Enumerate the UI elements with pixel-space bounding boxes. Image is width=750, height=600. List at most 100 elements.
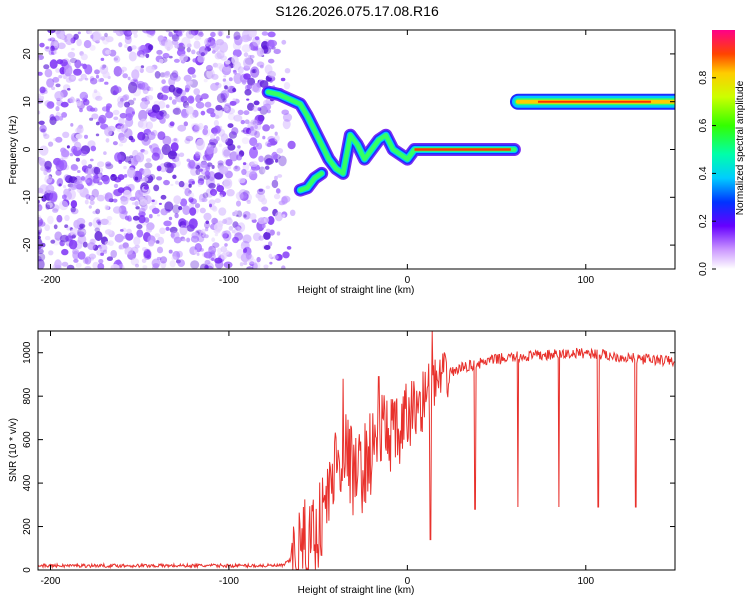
noise-speckle (189, 80, 193, 85)
noise-speckle (175, 180, 179, 185)
noise-speckle (233, 31, 241, 40)
noise-speckle (220, 133, 229, 143)
noise-speckle (102, 35, 110, 45)
noise-speckle (193, 249, 198, 254)
noise-speckle (267, 70, 277, 78)
noise-speckle (157, 131, 166, 141)
noise-speckle (89, 238, 96, 245)
noise-speckle (246, 84, 252, 90)
noise-speckle (201, 228, 206, 234)
noise-speckle (267, 31, 276, 38)
noise-speckle (232, 87, 237, 93)
noise-speckle (55, 83, 61, 88)
x-tick-label: -200 (40, 576, 60, 587)
colorbar-tick-label: 0.2 (698, 214, 709, 228)
noise-speckle (273, 48, 281, 55)
noise-speckle (59, 200, 69, 211)
noise-speckle (80, 63, 84, 67)
noise-speckle (118, 117, 125, 125)
noise-speckle (156, 176, 163, 181)
noise-speckle (148, 44, 154, 51)
noise-speckle (174, 43, 180, 49)
noise-speckle (190, 114, 195, 119)
noise-speckle (257, 107, 262, 111)
noise-speckle (123, 235, 127, 239)
noise-speckle (102, 70, 110, 79)
noise-speckle (179, 54, 188, 62)
noise-speckle (243, 73, 251, 80)
noise-speckle (54, 265, 62, 269)
noise-speckle (76, 125, 84, 134)
noise-speckle (142, 247, 148, 252)
noise-speckle (268, 58, 275, 64)
noise-speckle (174, 212, 179, 219)
noise-speckle (112, 206, 122, 214)
noise-speckle (242, 234, 252, 244)
noise-speckle (199, 248, 204, 252)
noise-speckle (262, 168, 267, 173)
snr-panel: -200 -100 0 100 0 200 400 600 800 1000 Height of… (8, 330, 676, 596)
noise-speckle (188, 159, 196, 169)
noise-speckle (129, 196, 136, 201)
noise-speckle (83, 40, 92, 49)
noise-speckle (171, 256, 177, 261)
noise-speckle (160, 261, 167, 269)
noise-speckle (196, 252, 200, 256)
noise-speckle (254, 124, 258, 130)
noise-speckle (197, 54, 205, 63)
noise-speckle (236, 200, 241, 207)
noise-speckle (63, 174, 71, 182)
noise-speckle (148, 145, 153, 149)
noise-speckle (210, 133, 215, 140)
noise-speckle (282, 251, 290, 259)
noise-speckle (190, 30, 199, 36)
noise-speckle (267, 216, 275, 225)
noise-speckle (101, 106, 109, 112)
noise-speckle (173, 58, 180, 63)
noise-speckle (251, 82, 260, 93)
noise-speckle (168, 31, 173, 37)
noise-speckle (118, 143, 124, 147)
noise-speckle (220, 252, 227, 260)
noise-speckle (203, 251, 213, 259)
noise-speckle (227, 165, 232, 170)
noise-speckle (244, 89, 252, 96)
noise-speckle (135, 206, 140, 210)
noise-speckle (46, 202, 53, 208)
noise-speckle (151, 104, 160, 113)
noise-speckle (151, 199, 155, 203)
noise-speckle (208, 182, 216, 189)
noise-speckle (44, 175, 53, 184)
noise-speckle (190, 260, 200, 269)
noise-speckle (105, 138, 110, 143)
noise-speckle (123, 165, 127, 170)
noise-speckle (128, 135, 134, 141)
noise-speckle (281, 265, 286, 269)
noise-speckle (80, 53, 88, 61)
noise-speckle (75, 127, 82, 134)
noise-speckle (179, 152, 185, 158)
noise-speckle (248, 129, 258, 136)
noise-speckle (139, 100, 149, 110)
noise-speckle (197, 235, 205, 243)
noise-speckle (139, 118, 148, 130)
noise-speckle (50, 39, 60, 51)
noise-speckle (144, 162, 153, 169)
noise-speckle (212, 43, 220, 53)
noise-speckle (70, 123, 74, 127)
noise-speckle (38, 235, 41, 240)
noise-speckle (92, 90, 101, 101)
noise-speckle (67, 88, 71, 91)
noise-speckle (102, 175, 110, 185)
noise-speckle (261, 31, 269, 36)
noise-speckle (216, 93, 226, 104)
noise-speckle (78, 78, 83, 82)
x-tick-label: 100 (577, 275, 594, 286)
noise-speckle (155, 240, 160, 244)
spectrogram-tone-track (261, 85, 675, 197)
noise-speckle (237, 145, 241, 149)
spectrogram-x-label: Height of straight line (km) (298, 285, 415, 296)
noise-speckle (168, 84, 176, 93)
noise-speckle (131, 30, 138, 35)
noise-speckle (227, 143, 236, 151)
